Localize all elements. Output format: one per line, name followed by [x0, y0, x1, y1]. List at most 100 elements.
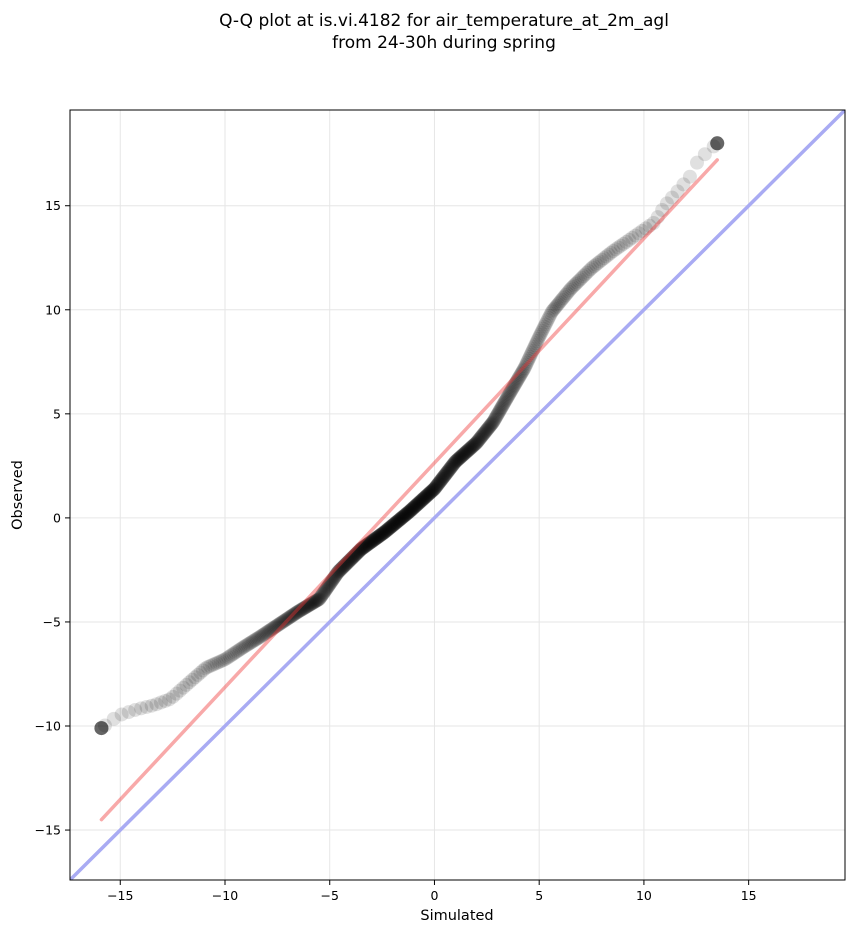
data-point: [345, 550, 360, 565]
data-point: [500, 389, 515, 404]
data-point: [121, 705, 136, 720]
data-point: [503, 384, 518, 399]
data-point: [279, 612, 294, 627]
data-point: [275, 615, 290, 630]
data-point: [450, 452, 465, 467]
data-point: [364, 534, 379, 549]
data-point: [203, 658, 218, 673]
data-point: [386, 517, 401, 532]
data-point: [343, 553, 358, 568]
data-point: [367, 532, 382, 547]
data-point: [346, 549, 361, 564]
data-point: [240, 637, 255, 652]
data-point: [383, 520, 398, 535]
data-point: [418, 489, 433, 504]
data-point: [354, 541, 369, 556]
data-point: [520, 355, 535, 370]
data-point: [410, 497, 425, 512]
data-point: [449, 453, 464, 468]
data-point: [394, 510, 409, 525]
data-point: [375, 526, 390, 541]
data-point: [372, 528, 387, 543]
data-point: [396, 509, 411, 524]
data-point: [359, 538, 374, 553]
data-point: [475, 428, 490, 443]
data-point: [638, 221, 653, 236]
data-point: [403, 503, 418, 518]
data-point: [579, 265, 594, 280]
data-point: [266, 621, 281, 636]
data-point: [578, 267, 593, 282]
data-point: [296, 601, 311, 616]
data-point: [425, 483, 440, 498]
data-points: [94, 136, 725, 736]
data-point: [419, 488, 434, 503]
data-point: [467, 437, 482, 452]
data-point: [611, 240, 626, 255]
data-point: [248, 632, 263, 647]
data-point: [355, 541, 370, 556]
data-point: [597, 251, 612, 266]
data-point: [300, 599, 315, 614]
data-point: [404, 502, 419, 517]
data-point: [542, 308, 557, 323]
data-point: [237, 639, 252, 654]
data-point: [380, 523, 395, 538]
data-point: [369, 530, 384, 545]
data-point: [469, 435, 484, 450]
data-point: [367, 532, 382, 547]
data-point: [268, 619, 283, 634]
data-point: [308, 594, 323, 609]
data-point: [518, 359, 533, 374]
data-point: [94, 721, 109, 736]
data-point: [484, 417, 499, 432]
data-point: [286, 607, 301, 622]
data-point: [486, 415, 501, 430]
data-point: [471, 433, 486, 448]
data-point: [458, 445, 473, 460]
data-point: [537, 319, 552, 334]
data-point: [710, 136, 725, 151]
data-point: [430, 477, 445, 492]
data-point: [473, 430, 488, 445]
data-point: [427, 481, 442, 496]
data-point: [560, 286, 575, 301]
data-point: [462, 441, 477, 456]
data-point: [408, 499, 423, 514]
data-point: [710, 136, 725, 151]
data-point: [655, 202, 670, 217]
data-point: [277, 613, 292, 628]
data-point: [411, 496, 426, 511]
data-point: [538, 317, 553, 332]
data-point: [481, 420, 496, 435]
data-point: [431, 476, 446, 491]
data-point: [468, 436, 483, 451]
data-point: [459, 444, 474, 459]
data-point: [404, 502, 419, 517]
data-point: [374, 527, 389, 542]
data-point: [289, 605, 304, 620]
data-point: [512, 369, 527, 384]
data-point: [317, 584, 332, 599]
data-point: [299, 599, 314, 614]
data-point: [211, 655, 226, 670]
data-point: [260, 624, 275, 639]
data-point: [438, 467, 453, 482]
data-point: [285, 608, 300, 623]
identity-line: [70, 110, 845, 880]
data-point: [433, 473, 448, 488]
data-point: [424, 484, 439, 499]
data-point: [474, 429, 489, 444]
data-point: [362, 536, 377, 551]
x-axis-label: Simulated: [420, 908, 493, 924]
data-point: [443, 460, 458, 475]
identity-line-group: [70, 110, 845, 880]
data-point: [350, 545, 365, 560]
data-point: [228, 645, 243, 660]
data-point: [494, 399, 509, 414]
data-point: [169, 686, 184, 701]
data-point: [423, 485, 438, 500]
data-point: [401, 505, 416, 520]
data-point: [351, 545, 366, 560]
data-point: [226, 646, 241, 661]
